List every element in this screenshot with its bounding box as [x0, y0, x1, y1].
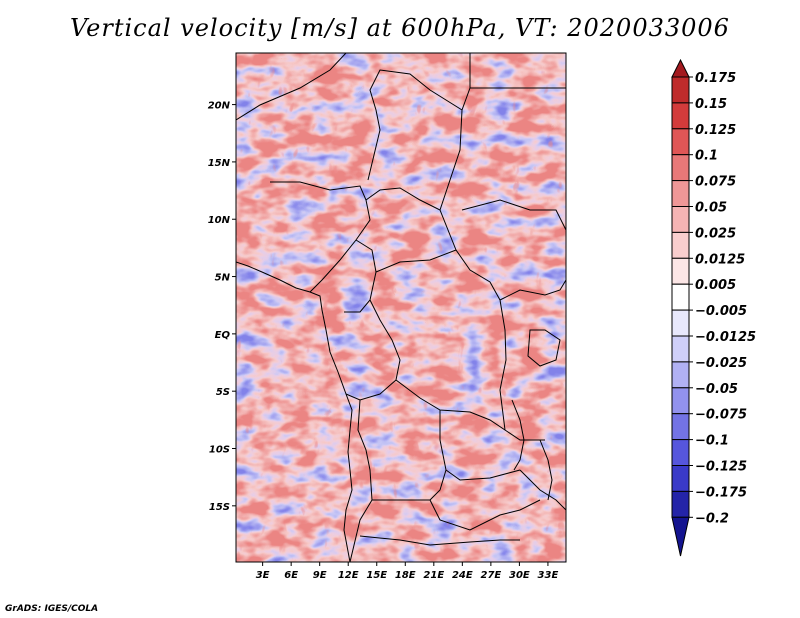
colorbar-swatch — [671, 102, 690, 130]
colorbar-label: 0.15 — [695, 97, 727, 112]
y-tick-label: 5N — [215, 273, 231, 284]
colorbar-label: −0.025 — [695, 356, 747, 371]
colorbar-swatch — [671, 465, 690, 492]
x-tick-label: 9E — [313, 570, 327, 581]
colorbar-swatch — [671, 335, 690, 363]
y-tick-label: 20N — [208, 101, 231, 112]
y-tick-label: 5S — [216, 387, 230, 398]
colorbar-swatch — [671, 154, 690, 182]
map-frame — [235, 52, 567, 563]
colorbar-label: −0.0125 — [695, 330, 756, 345]
y-tick-label: 10S — [209, 445, 230, 456]
x-tick-label: 24E — [452, 570, 473, 581]
y-axis-ticks: 20N 15N 10N 5N EQ 5S 10S 15S — [208, 101, 236, 513]
colorbar-swatch — [671, 439, 690, 467]
colorbar-label: 0.125 — [695, 123, 736, 138]
colorbar-label: −0.075 — [695, 408, 747, 423]
x-tick-label: 15E — [366, 570, 387, 581]
colorbar-bottom-arrow — [671, 516, 690, 557]
y-tick-label: 15N — [208, 158, 231, 169]
colorbar: 0.175 0.15 0.125 0.1 0.075 0.05 0.025 0.0125 0.0… — [671, 58, 756, 557]
x-tick-label: 27E — [480, 570, 501, 581]
vertical-velocity-field — [236, 53, 566, 562]
x-tick-label: 30E — [509, 570, 530, 581]
chart-title: Vertical velocity [m/s] at 600hPa, VT: 2… — [70, 14, 730, 42]
x-tick-label: 3E — [256, 570, 270, 581]
x-tick-label: 6E — [284, 570, 298, 581]
colorbar-swatch — [671, 413, 690, 441]
x-tick-label: 12E — [338, 570, 359, 581]
colorbar-swatch — [671, 180, 690, 208]
colorbar-swatch — [671, 361, 690, 389]
country-borders — [236, 53, 566, 562]
colorbar-label: 0.1 — [695, 149, 718, 164]
colorbar-swatch — [671, 387, 690, 415]
colorbar-swatch — [671, 231, 690, 259]
colorbar-label: −0.05 — [695, 382, 738, 397]
x-tick-label: 33E — [538, 570, 559, 581]
colorbar-label: −0.125 — [695, 460, 747, 475]
colorbar-swatch — [671, 490, 690, 518]
colorbar-top-arrow — [671, 58, 690, 78]
x-tick-label: 21E — [423, 570, 444, 581]
y-tick-label: 10N — [208, 215, 231, 226]
colorbar-swatch — [671, 128, 690, 156]
colorbar-label: −0.2 — [695, 511, 729, 526]
colorbar-swatch — [671, 206, 690, 233]
x-tick-label: 18E — [395, 570, 416, 581]
colorbar-label: 0.175 — [695, 71, 736, 86]
y-tick-label: 15S — [209, 502, 230, 513]
colorbar-label: 0.025 — [695, 226, 736, 241]
colorbar-label: 0.0125 — [695, 252, 745, 267]
colorbar-swatch — [671, 257, 690, 285]
colorbar-swatch — [671, 76, 690, 104]
colorbar-swatch — [671, 309, 690, 337]
x-axis-ticks: 3E 6E 9E 12E 15E 18E 21E 24E 27E 30E 33E — [256, 562, 559, 581]
colorbar-label: 0.005 — [695, 278, 736, 293]
y-tick-label: EQ — [215, 330, 231, 341]
colorbar-label: −0.005 — [695, 304, 747, 319]
colorbar-swatch — [671, 283, 690, 311]
colorbar-label: 0.075 — [695, 175, 736, 190]
colorbar-label: 0.05 — [695, 201, 727, 216]
grads-credit: GrADS: IGES/COLA — [5, 604, 99, 614]
colorbar-label: −0.175 — [695, 485, 747, 500]
colorbar-label: −0.1 — [695, 434, 729, 449]
